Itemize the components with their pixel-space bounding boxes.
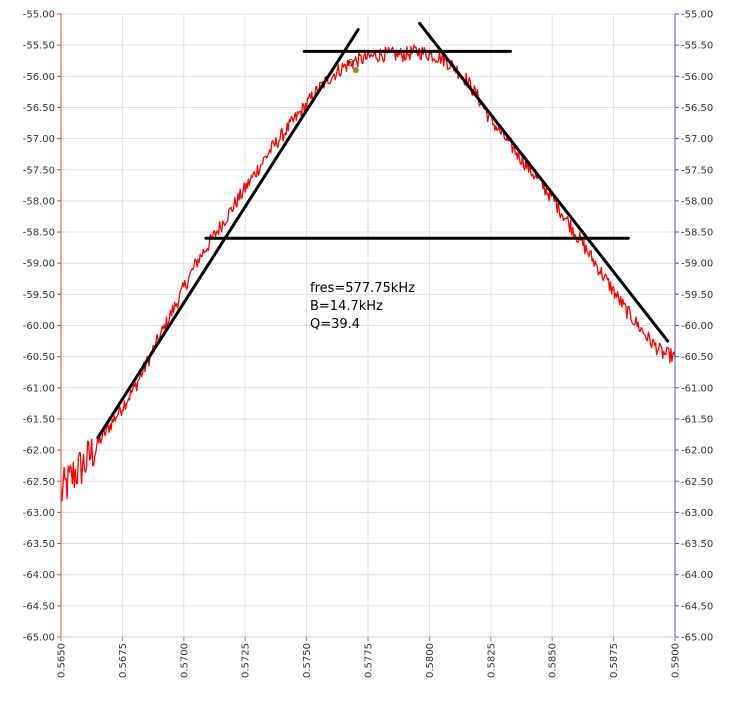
fit-lines: 0 [96, 21, 670, 440]
y-tick-label-left: -61.50 [23, 414, 55, 425]
y-tick-label-left: -60.50 [23, 352, 55, 363]
y-tick-label-right: -55.00 [681, 10, 713, 21]
y-tick-label-right: -55.50 [681, 41, 713, 52]
x-tick-label: 0.5825 [486, 643, 497, 678]
y-tick-label-left: -55.50 [23, 41, 55, 52]
y-tick-label-right: -60.00 [681, 321, 713, 332]
y-tick-label-right: -58.00 [681, 196, 713, 207]
y-tick-label-right: -63.00 [681, 508, 713, 519]
x-tick-label: 0.5775 [364, 643, 375, 678]
y-tick-label-left: -61.00 [23, 383, 55, 394]
y-tick-label-right: -57.50 [681, 165, 713, 176]
y-tick-label-right: -61.00 [681, 383, 713, 394]
annotation-q: Q=39.4 [310, 317, 360, 332]
y-tick-label-right: -56.00 [681, 72, 713, 83]
x-tick-label: 0.5750 [302, 643, 313, 678]
x-tick-label: 0.5900 [671, 643, 682, 678]
y-tick-label-left: -63.00 [23, 508, 55, 519]
y-tick-label-left: -56.50 [23, 103, 55, 114]
y-tick-label-right: -59.00 [681, 259, 713, 270]
y-tick-label-left: -59.00 [23, 259, 55, 270]
x-tick-label: 0.5850 [548, 643, 559, 678]
y-tick-label-left: -65.00 [23, 633, 55, 644]
y-tick-label-left: -59.50 [23, 290, 55, 301]
y-tick-label-right: -61.50 [681, 414, 713, 425]
annotation-fres: fres=577.75kHz [310, 281, 415, 296]
y-tick-label-right: -63.50 [681, 539, 713, 550]
y-tick-label-right: -56.50 [681, 103, 713, 114]
y-tick-label-left: -55.00 [23, 10, 55, 21]
axes [57, 13, 679, 641]
peak-marker-label: 0 [348, 58, 354, 69]
y-tick-label-left: -64.50 [23, 601, 55, 612]
y-tick-label-right: -57.00 [681, 134, 713, 145]
y-tick-label-left: -57.50 [23, 165, 55, 176]
y-tick-label-left: -63.50 [23, 539, 55, 550]
y-tick-label-right: -58.50 [681, 228, 713, 239]
grid [60, 13, 676, 638]
y-tick-label-right: -59.50 [681, 290, 713, 301]
fit-line-2 [418, 21, 670, 343]
annotations: fres=577.75kHz B=14.7kHz Q=39.4 [310, 281, 415, 332]
x-tick-label: 0.5800 [425, 643, 436, 678]
y-tick-label-left: -60.00 [23, 321, 55, 332]
y-tick-label-left: -64.00 [23, 570, 55, 581]
y-tick-label-right: -62.00 [681, 446, 713, 457]
y-tick-label-right: -64.00 [681, 570, 713, 581]
fit-line-1 [96, 28, 360, 440]
y-tick-label-left: -58.50 [23, 228, 55, 239]
y-tick-label-left: -58.00 [23, 196, 55, 207]
y-tick-label-right: -60.50 [681, 352, 713, 363]
x-tick-label: 0.5650 [57, 643, 68, 678]
y-tick-label-left: -57.00 [23, 134, 55, 145]
tick-labels: -55.00 -55.00 -55.50 -55.50 -56.00 -56.00 -56.… [23, 10, 714, 679]
y-tick-label-left: -56.00 [23, 72, 55, 83]
y-tick-label-left: -62.00 [23, 446, 55, 457]
y-tick-label-right: -64.50 [681, 601, 713, 612]
x-tick-label: 0.5700 [179, 643, 190, 678]
y-tick-label-right: -62.50 [681, 477, 713, 488]
x-tick-label: 0.5875 [609, 643, 620, 678]
x-tick-label: 0.5725 [241, 643, 252, 678]
y-tick-label-left: -62.50 [23, 477, 55, 488]
y-tick-label-right: -65.00 [681, 633, 713, 644]
peak-marker-dot [352, 67, 359, 74]
annotation-bandwidth: B=14.7kHz [310, 299, 383, 314]
x-tick-label: 0.5675 [118, 643, 129, 678]
